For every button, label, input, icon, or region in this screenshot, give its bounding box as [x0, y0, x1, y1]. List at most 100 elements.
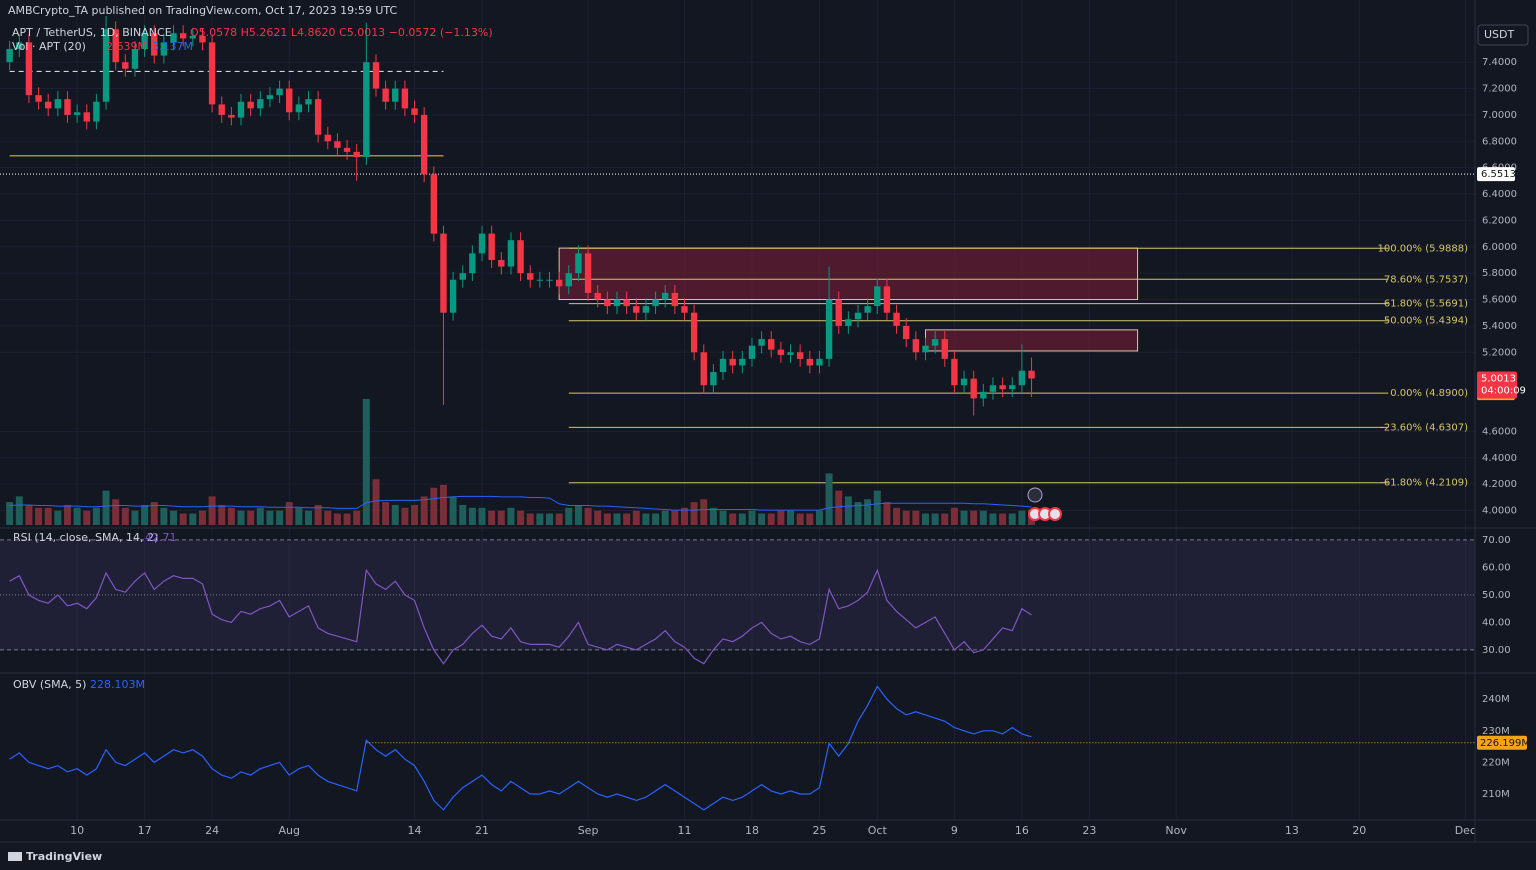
- volume-bar: [661, 510, 669, 525]
- volume-bar: [748, 510, 756, 525]
- volume-bar: [517, 510, 525, 525]
- volume-bar: [362, 399, 370, 525]
- volume-bar: [680, 507, 688, 525]
- volume-bar: [825, 473, 833, 525]
- price-label: 6.5513: [1481, 169, 1516, 180]
- rsi-band: [0, 539, 1475, 650]
- volume-bar: [92, 507, 100, 525]
- event-icon[interactable]: [1048, 507, 1062, 521]
- candle-body: [777, 349, 785, 355]
- candle-body: [208, 42, 216, 105]
- volume-bar: [83, 510, 91, 525]
- fib-label: 50.00% (5.4394): [1384, 316, 1468, 327]
- x-tick-label: 16: [1015, 824, 1029, 837]
- ohlc-legend: O5.0578 H5.2621 L4.8620 C5.0013 −0.0572 …: [190, 26, 493, 39]
- volume-bar: [671, 510, 679, 525]
- symbol-legend: APT / TetherUS, 1D, BINANCE: [12, 26, 172, 39]
- volume-bar: [73, 507, 81, 525]
- candle-body: [179, 33, 187, 39]
- x-tick-label: 24: [205, 824, 219, 837]
- currency[interactable]: USDT: [1484, 28, 1515, 41]
- candle-body: [276, 88, 283, 96]
- y-tick-label: 6.2000: [1482, 215, 1517, 226]
- candle-body: [459, 273, 466, 280]
- volume-bar: [468, 507, 476, 525]
- volume-bar: [912, 510, 920, 525]
- volume-bar: [700, 499, 708, 525]
- volume-bar: [44, 507, 52, 525]
- y-tick-label: 230M: [1482, 726, 1510, 737]
- volume-bar: [970, 510, 978, 525]
- candle-body: [710, 372, 717, 386]
- candle-body: [536, 279, 544, 281]
- volume-bar: [459, 504, 467, 525]
- currency-box[interactable]: [1477, 24, 1529, 46]
- volume-bar: [902, 510, 910, 525]
- volume-bar: [729, 513, 737, 525]
- candle-body: [295, 104, 303, 113]
- candle-body: [420, 114, 428, 175]
- indicator-line: [9, 685, 1032, 811]
- candle-body: [189, 35, 197, 39]
- volume-bar: [989, 513, 997, 525]
- volume-bar: [921, 513, 929, 525]
- volume-bar: [247, 510, 255, 525]
- rsi-last: 42.71: [145, 531, 177, 544]
- candle-body: [999, 385, 1006, 390]
- candle-body: [941, 339, 948, 359]
- y-tick-label: 30.00: [1482, 645, 1511, 656]
- candle-body: [498, 259, 505, 267]
- volume-bar: [999, 513, 1007, 525]
- x-tick-label: 10: [70, 824, 84, 837]
- volume-bar: [314, 504, 322, 525]
- price-label-box: [1477, 167, 1515, 182]
- candle-body: [739, 358, 746, 366]
- candle-body: [430, 174, 438, 234]
- candle-body: [661, 292, 669, 300]
- y-tick-label: 50.00: [1482, 590, 1511, 601]
- y-tick-label: 5.2000: [1482, 347, 1517, 358]
- x-tick-label: Aug: [278, 824, 299, 837]
- candle-body: [642, 306, 650, 313]
- volume-bar: [227, 507, 235, 525]
- candle-body: [1009, 385, 1016, 390]
- obv-label-box: [1477, 735, 1527, 750]
- volume-bar: [738, 513, 746, 525]
- volume-bar: [25, 504, 33, 525]
- x-tick-label: 9: [951, 824, 958, 837]
- volume-bar: [276, 510, 284, 525]
- candle-body: [787, 352, 794, 355]
- volume-bar: [420, 496, 428, 525]
- y-tick-label: 4.0000: [1482, 505, 1517, 516]
- volume-bar: [758, 513, 766, 525]
- y-tick-label: 5.6000: [1482, 295, 1517, 306]
- rsi-legend: RSI (14, close, SMA, 14, 2): [13, 531, 158, 544]
- brand-logo: [8, 852, 22, 861]
- x-tick-label: 13: [1285, 824, 1299, 837]
- volume-bar: [555, 513, 563, 525]
- candle-body: [903, 325, 910, 340]
- volume-bar: [950, 507, 958, 525]
- candle-body: [83, 112, 90, 122]
- candle-body: [199, 35, 206, 43]
- obv-label: 226.199M: [1480, 738, 1530, 749]
- candle-body: [748, 345, 756, 359]
- candle-body: [796, 352, 804, 359]
- fib-label: 61.80% (5.5691): [1384, 299, 1468, 310]
- volume-bar: [189, 513, 197, 525]
- candle-body: [478, 233, 486, 254]
- obv-last: 228.103M: [90, 678, 145, 691]
- volume-bar: [536, 513, 544, 525]
- candle-body: [507, 240, 515, 267]
- candle-body: [690, 312, 698, 353]
- event-icon[interactable]: [1027, 487, 1043, 503]
- candle-body: [989, 385, 997, 392]
- volume-bar: [170, 510, 178, 525]
- volume-bar: [285, 502, 293, 525]
- candle-body: [960, 378, 968, 386]
- volume-bar: [382, 502, 390, 525]
- candle-body: [768, 339, 775, 350]
- candle-body: [372, 62, 380, 89]
- candle-body: [334, 141, 341, 148]
- candle-body: [517, 240, 524, 274]
